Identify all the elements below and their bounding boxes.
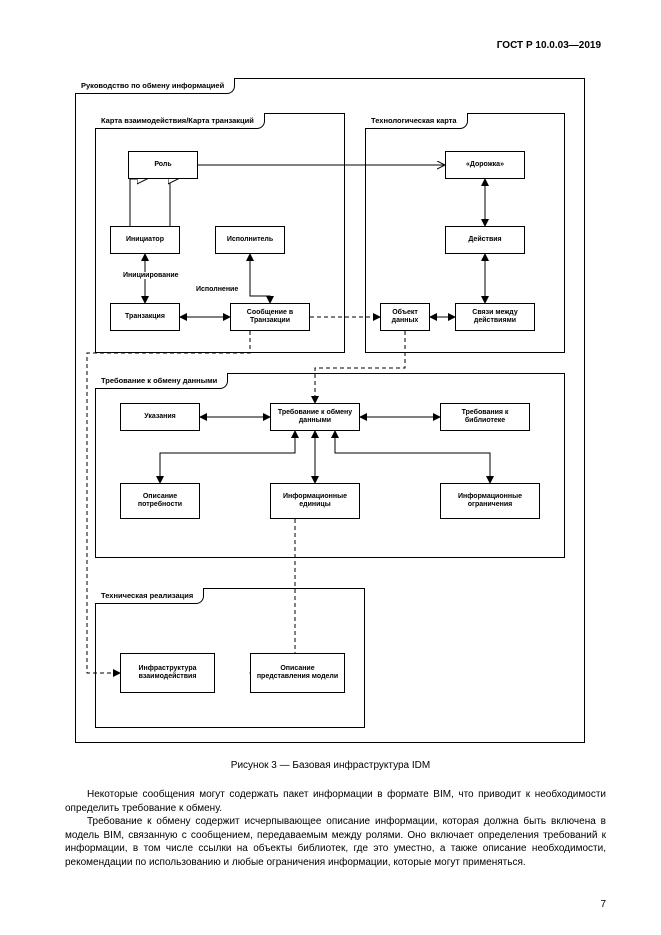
doc-code: ГОСТ Р 10.0.03—2019	[497, 40, 601, 51]
node-initiator: Инициатор	[110, 226, 180, 254]
node-notif: Указания	[120, 403, 200, 431]
frame-tech-label: Технологическая карта	[365, 113, 468, 129]
node-exreq: Требование к обмену данными	[270, 403, 360, 431]
node-executor: Исполнитель	[215, 226, 285, 254]
frame-req: Требование к обмену данными	[95, 373, 565, 558]
frame-impl-label: Техническая реализация	[95, 588, 204, 604]
node-links: Связи между действиями	[455, 303, 535, 331]
frame-map-label: Карта взаимодействия/Карта транзакций	[95, 113, 265, 129]
paragraph-1: Некоторые сообщения могут содержать паке…	[65, 788, 606, 815]
node-actions: Действия	[445, 226, 525, 254]
node-dobj: Объект данных	[380, 303, 430, 331]
edge-label-exec: Исполнение	[195, 286, 239, 293]
node-trans: Транзакция	[110, 303, 180, 331]
edge-label-init: Инициирование	[122, 272, 180, 279]
figure-caption: Рисунок 3 — Базовая инфраструктура IDM	[0, 760, 661, 771]
frame-req-label: Требование к обмену данными	[95, 373, 228, 389]
node-msg: Сообщение в Транзакции	[230, 303, 310, 331]
page: ГОСТ Р 10.0.03—2019 Руководство по обмен…	[0, 0, 661, 935]
node-libreq: Требования к библиотеке	[440, 403, 530, 431]
node-constr: Информационные ограничения	[440, 483, 540, 519]
node-mvd: Описание представления модели	[250, 653, 345, 693]
node-role: Роль	[128, 151, 198, 179]
page-number: 7	[600, 899, 606, 910]
node-need: Описание потребности	[120, 483, 200, 519]
node-track: «Дорожка»	[445, 151, 525, 179]
paragraph-2: Требование к обмену содержит исчерпывающ…	[65, 815, 606, 869]
node-infra: Инфраструктура взаимодействия	[120, 653, 215, 693]
diagram: Руководство по обмену информацией Карта …	[75, 78, 585, 743]
frame-outer-label: Руководство по обмену информацией	[75, 78, 235, 94]
body-text: Некоторые сообщения могут содержать паке…	[65, 788, 606, 869]
node-units: Информационные единицы	[270, 483, 360, 519]
